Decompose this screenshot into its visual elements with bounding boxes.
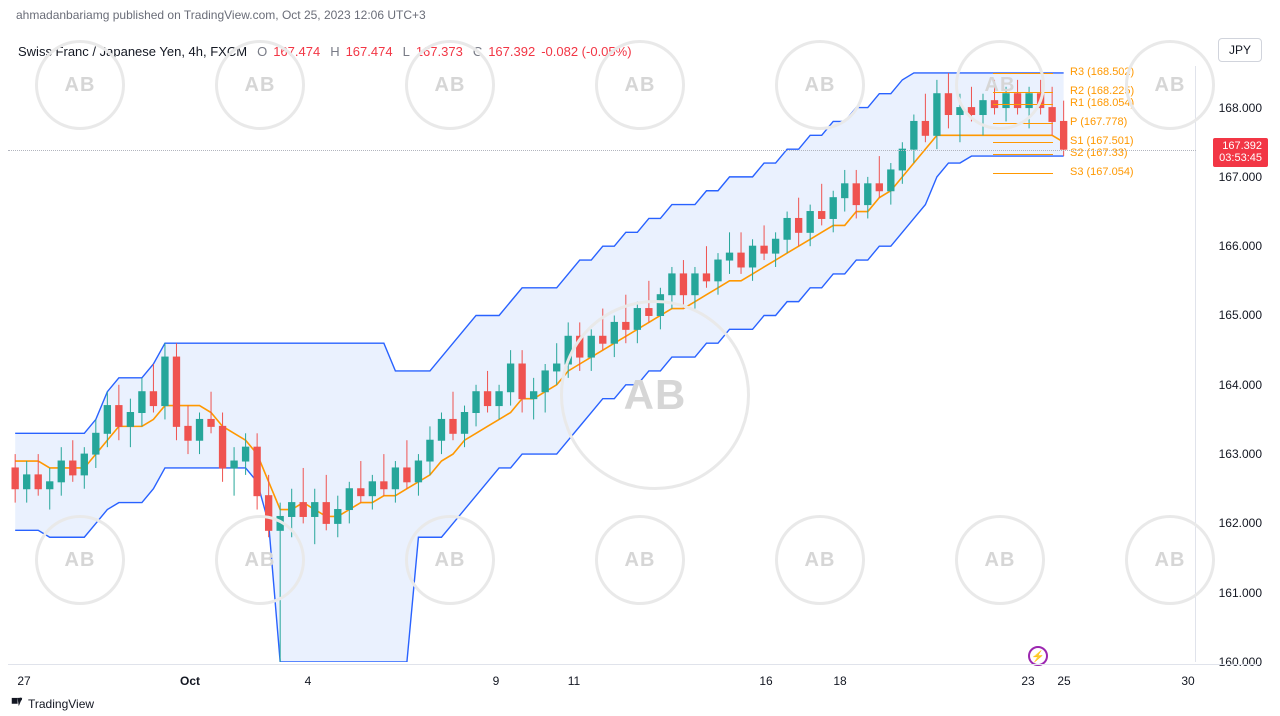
published-text: ahmadanbariamg published on TradingView.… [16,8,426,22]
pivot-line [993,154,1053,155]
open-value: 167.474 [273,44,320,59]
high-label: H [330,44,339,59]
x-tick: 18 [833,674,846,688]
change-value: -0.082 (-0.05%) [541,44,631,59]
currency-badge[interactable]: JPY [1218,38,1262,62]
x-tick: 9 [493,674,500,688]
close-value: 167.392 [488,44,535,59]
tradingview-logo-icon [10,695,24,712]
pivot-label: R1 (168.054) [1070,97,1134,109]
y-tick: 164.000 [1219,378,1262,392]
chart-area[interactable]: R3 (168.502) R2 (168.225)R1 (168.054) P (1… [8,66,1196,662]
pivot-label: S3 (167.054) [1070,166,1134,178]
pivot-line [993,104,1053,105]
x-tick: 27 [17,674,30,688]
x-tick: 4 [305,674,312,688]
pivot-line [993,142,1053,143]
price-badge: 167.39203:53:45 [1213,138,1268,167]
x-tick: Oct [180,674,200,688]
y-tick: 161.000 [1219,586,1262,600]
symbol-name[interactable]: Swiss Franc / Japanese Yen, 4h, FXCM [18,44,247,59]
high-value: 167.474 [346,44,393,59]
x-tick: 25 [1057,674,1070,688]
low-label: L [403,44,410,59]
y-tick: 165.000 [1219,308,1262,322]
y-axis[interactable]: 160.000161.000162.000163.000164.000165.0… [1196,66,1270,662]
close-label: C [473,44,482,59]
pivot-label: S2 (167.33) [1070,147,1127,159]
x-tick: 23 [1021,674,1034,688]
pivot-label: R2 (168.225) [1070,85,1134,97]
pivot-line [993,173,1053,174]
x-tick: 11 [568,674,580,688]
y-tick: 167.000 [1219,170,1262,184]
y-tick: 162.000 [1219,516,1262,530]
y-tick: 163.000 [1219,447,1262,461]
x-axis[interactable]: 27 Oct 4 9 11 16 18 23 25 30 [8,674,1196,694]
pivot-line [993,123,1053,124]
footer-brand-text: TradingView [28,697,94,711]
x-tick: 30 [1181,674,1194,688]
y-tick: 168.000 [1219,101,1262,115]
pivot-line [993,92,1053,93]
low-value: 167.373 [416,44,463,59]
published-header: ahmadanbariamg published on TradingView.… [16,8,426,22]
footer-rule [8,664,1260,665]
footer-brand[interactable]: TradingView [10,695,94,712]
symbol-row: Swiss Franc / Japanese Yen, 4h, FXCM O 1… [18,44,632,59]
y-tick: 160.000 [1219,655,1262,669]
x-tick: 16 [759,674,772,688]
flash-icon[interactable]: ⚡ [1028,646,1048,666]
open-label: O [257,44,267,59]
pivot-line [993,73,1053,74]
pivot-label: R3 (168.502) [1070,66,1134,78]
pivot-label: S1 (167.501) [1070,135,1134,147]
y-tick: 166.000 [1219,239,1262,253]
pivot-label: P (167.778) [1070,116,1127,128]
chart-svg [8,66,1196,662]
